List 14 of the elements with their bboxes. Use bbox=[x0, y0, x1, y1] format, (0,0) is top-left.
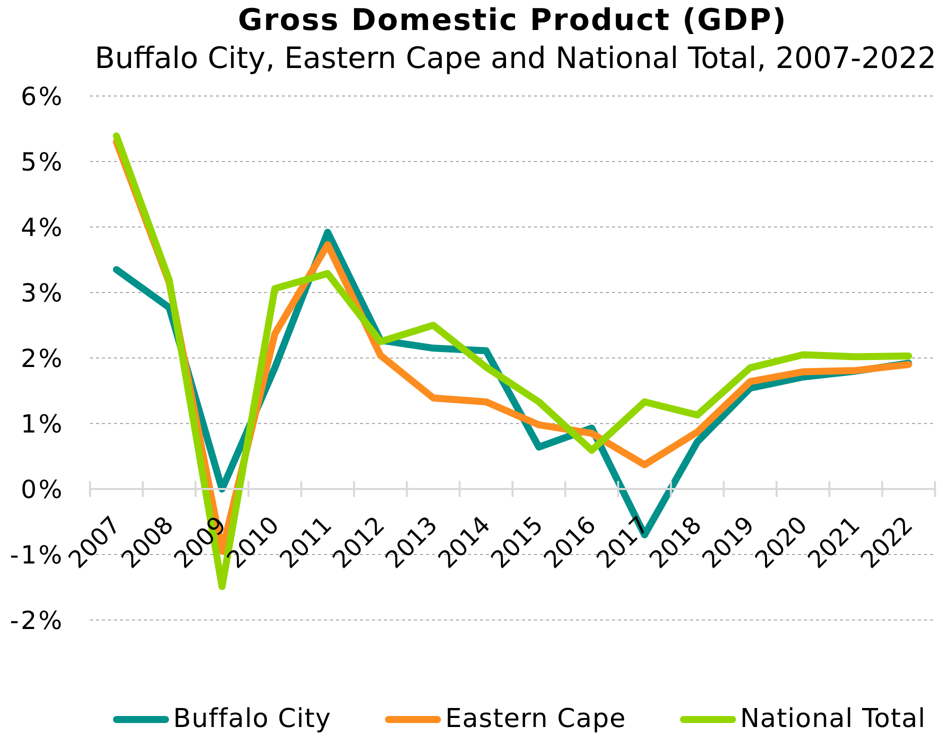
y-tick-label: -1% bbox=[10, 540, 64, 570]
y-tick-label: 1% bbox=[20, 409, 64, 438]
legend-label: National Total bbox=[740, 703, 926, 736]
chart-title: Gross Domestic Product (GDP) bbox=[236, 3, 788, 39]
legend-label: Eastern Cape bbox=[445, 703, 626, 736]
y-tick-label: -2% bbox=[10, 606, 64, 635]
y-tick-label: 5% bbox=[20, 147, 64, 176]
y-tick-label: 0% bbox=[20, 474, 64, 504]
chart-subtitle: Buffalo City, Eastern Cape and National Total, 2007-2022 bbox=[94, 40, 938, 76]
y-tick-label: 3% bbox=[20, 278, 64, 308]
y-tick-label: 6% bbox=[20, 82, 64, 111]
y-tick-label: 2% bbox=[20, 344, 64, 373]
y-tick-label: 4% bbox=[20, 212, 64, 242]
legend-label: Buffalo City bbox=[173, 703, 332, 736]
